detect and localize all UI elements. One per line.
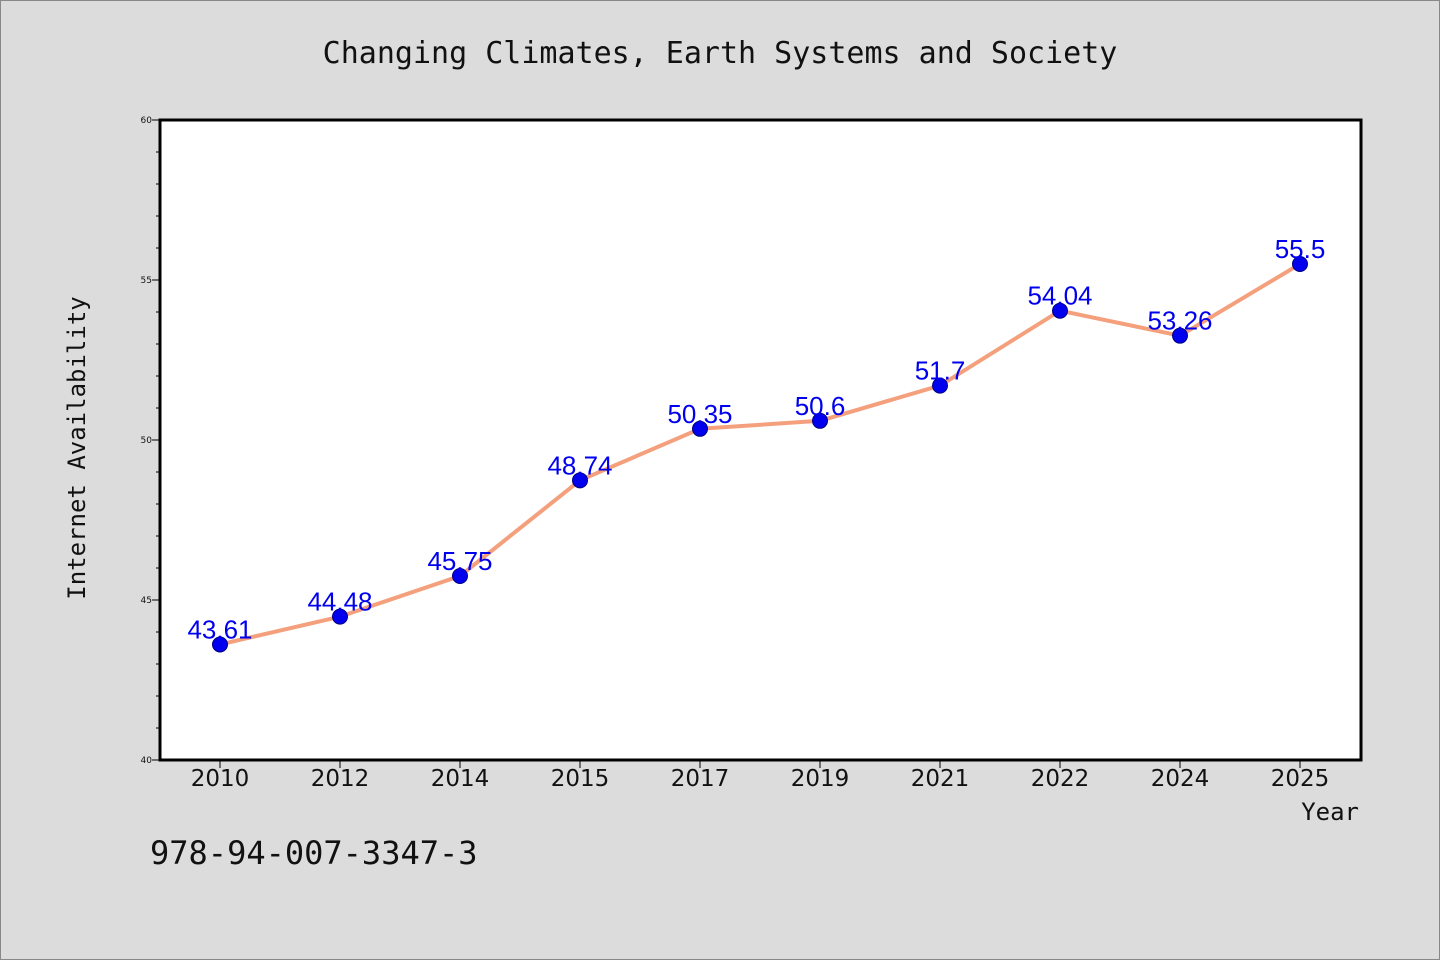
data-point: [572, 472, 588, 489]
y-tick-label: 50: [141, 436, 153, 446]
data-point: [452, 568, 468, 584]
x-tick-label: 2025: [1271, 766, 1330, 792]
y-axis-label: Internet Availability: [63, 296, 91, 599]
data-label: 51.7: [915, 356, 966, 386]
data-point: [1172, 327, 1188, 344]
data-point: [332, 608, 348, 625]
data-label: 43.61: [187, 614, 252, 644]
y-tick-label: 45: [141, 596, 152, 606]
data-label: 50.6: [795, 391, 846, 421]
data-labels: 43.61 44.48 45.75 48.74 50.35 50.6 51.7 54.04 53…: [187, 234, 1325, 644]
x-tick-label: 2022: [1031, 766, 1090, 792]
x-tick-label: 2015: [551, 766, 610, 792]
x-axis: 2010 2012 2014 2015 2017 2019 2021 2022 2024 2025: [191, 760, 1330, 792]
x-tick-label: 2012: [311, 766, 370, 792]
x-axis-label: Year: [1301, 798, 1359, 826]
plot-border: [158, 118, 1363, 762]
data-point: [812, 412, 828, 429]
data-label: 45.75: [427, 546, 492, 576]
data-label: 44.48: [307, 587, 372, 617]
x-tick-label: 2017: [671, 766, 730, 792]
data-point: [1052, 302, 1068, 319]
y-axis: 40 45 50 55 60: [141, 116, 160, 766]
data-point: [932, 377, 948, 394]
x-tick-label: 2019: [791, 766, 850, 792]
x-tick-label: 2024: [1151, 766, 1210, 792]
y-tick-label: 60: [141, 116, 153, 126]
data-point: [212, 636, 228, 653]
series-line: [219, 262, 1302, 647]
data-label: 53.26: [1147, 306, 1212, 336]
plot-area: [160, 120, 1361, 760]
y-tick-label: 55: [141, 276, 152, 286]
data-point: [1292, 256, 1308, 272]
x-tick-label: 2010: [191, 766, 250, 792]
data-markers: [212, 256, 1308, 653]
data-label: 50.35: [667, 399, 732, 429]
x-tick-label: 2014: [431, 766, 490, 792]
data-label: 55.5: [1275, 234, 1326, 264]
isbn-text: 978-94-007-3347-3: [150, 834, 478, 872]
x-tick-label: 2021: [911, 766, 970, 792]
chart-title: Changing Climates, Earth Systems and Soc…: [323, 36, 1118, 71]
data-point: [692, 420, 708, 437]
data-label: 48.74: [547, 450, 612, 480]
data-label: 54.04: [1027, 281, 1092, 311]
y-tick-label: 40: [141, 756, 153, 766]
